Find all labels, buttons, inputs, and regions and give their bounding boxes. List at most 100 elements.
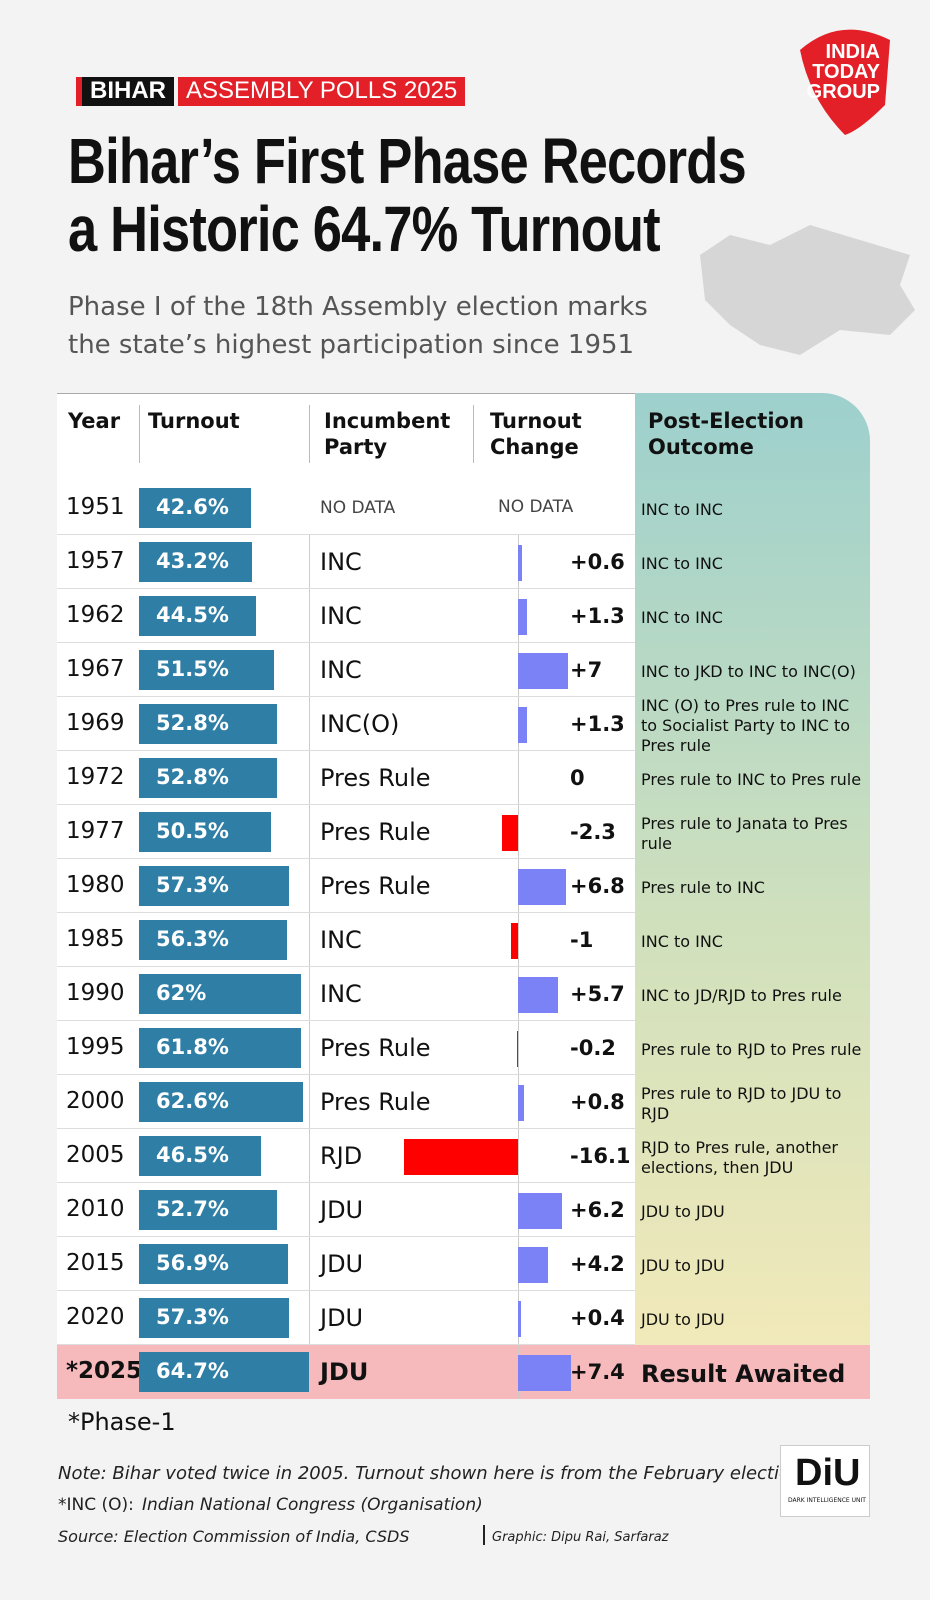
turnout-label: 46.5% xyxy=(156,1143,229,1167)
party: Pres Rule xyxy=(320,1034,431,1062)
outcome: INC to INC xyxy=(641,554,723,573)
turnout-label: 52.8% xyxy=(156,765,229,789)
rule xyxy=(309,535,310,1399)
row-rule xyxy=(57,1344,635,1345)
turnout-bar xyxy=(139,596,256,636)
outcome: INC to INC xyxy=(641,932,723,951)
change-bar xyxy=(518,707,528,743)
row-rule xyxy=(57,1290,635,1291)
bihar-map xyxy=(700,225,915,355)
row-rule xyxy=(57,1020,635,1021)
title: Bihar’s First Phase Records xyxy=(68,125,747,197)
turnout-bar xyxy=(139,488,251,528)
change-bar xyxy=(510,923,518,959)
change-label: 0 xyxy=(570,766,585,790)
change-bar xyxy=(518,869,567,905)
change-label: NO DATA xyxy=(498,497,574,517)
outcome: JDU to JDU xyxy=(641,1310,725,1329)
turnout-label: 62% xyxy=(156,981,207,1005)
change-label: -0.2 xyxy=(570,1036,616,1060)
abbr-text: Indian National Congress (Organisation) xyxy=(142,1495,483,1515)
subtitle: the state’s highest participation since … xyxy=(68,330,635,360)
year: 1957 xyxy=(66,548,125,574)
turnout-bar xyxy=(139,704,278,744)
change-label: +6.8 xyxy=(570,874,625,898)
change-bar xyxy=(518,599,528,635)
turnout-bar xyxy=(139,758,278,798)
row-rule xyxy=(57,804,635,805)
turnout-label: 61.8% xyxy=(156,1035,229,1059)
rule xyxy=(473,405,474,463)
tag: ASSEMBLY POLLS 2025 xyxy=(178,77,466,106)
year: 1995 xyxy=(66,1034,125,1060)
party: JDU xyxy=(320,1250,364,1278)
change-bar xyxy=(518,1193,563,1229)
outcome: JDU to JDU xyxy=(641,1202,725,1221)
year: *2025 xyxy=(66,1358,143,1384)
turnout-label: 42.6% xyxy=(156,495,229,519)
row-rule xyxy=(57,1128,635,1129)
change-bar xyxy=(501,815,518,851)
party: INC xyxy=(320,602,362,630)
row-rule xyxy=(57,696,635,697)
row-rule xyxy=(57,534,635,535)
party: NO DATA xyxy=(320,498,396,518)
turnout-bar xyxy=(139,974,302,1014)
party: RJD xyxy=(320,1142,363,1170)
row-rule xyxy=(57,1236,635,1237)
change-bar xyxy=(518,1355,571,1391)
party: Pres Rule xyxy=(320,1088,431,1116)
outcome: INC to JD/RJD to Pres rule xyxy=(641,986,842,1005)
year: 2020 xyxy=(66,1304,125,1330)
row-rule xyxy=(57,912,635,913)
turnout-bar xyxy=(139,1136,261,1176)
badge-box xyxy=(780,1445,870,1517)
row-rule xyxy=(57,750,635,751)
party: INC xyxy=(320,980,362,1008)
logo-text: GROUP xyxy=(806,81,880,103)
change-label: +1.3 xyxy=(570,712,625,736)
abbr-key: *INC (O): xyxy=(58,1495,134,1515)
year: 1962 xyxy=(66,602,125,628)
turnout-bar xyxy=(139,1352,309,1392)
outcome: Pres rule to RJD to JDU to RJD xyxy=(641,1084,842,1123)
outcome: INC to INC xyxy=(641,500,723,519)
party: INC(O) xyxy=(320,710,400,738)
rule xyxy=(139,405,140,463)
turnout-label: 56.9% xyxy=(156,1251,229,1275)
year: 1985 xyxy=(66,926,125,952)
change-bar xyxy=(403,1139,518,1175)
change-label: -16.1 xyxy=(570,1144,631,1168)
row-rule xyxy=(57,966,635,967)
row-rule xyxy=(57,1074,635,1075)
change-label: +0.4 xyxy=(570,1306,625,1330)
outcome: INC (O) to Pres rule to INC to Socialist… xyxy=(641,696,851,755)
turnout-label: 52.8% xyxy=(156,711,229,735)
year: 1969 xyxy=(66,710,125,736)
change-label: +7 xyxy=(570,658,603,682)
turnout-label: 57.3% xyxy=(156,873,229,897)
change-bar xyxy=(518,1085,524,1121)
party: JDU xyxy=(320,1304,364,1332)
year: 1977 xyxy=(66,818,125,844)
turnout-bar xyxy=(139,1298,290,1338)
party: INC xyxy=(320,548,362,576)
graphic-credit: Graphic: Dipu Rai, Sarfaraz xyxy=(492,1530,669,1545)
rule xyxy=(309,405,310,463)
turnout-bar xyxy=(139,866,290,906)
column-header: Year xyxy=(68,409,121,433)
column-header: Turnout Change xyxy=(490,409,582,459)
year: 1990 xyxy=(66,980,125,1006)
outcome: Result Awaited xyxy=(641,1360,846,1388)
outcome-column xyxy=(635,393,870,1345)
badge: DiU xyxy=(795,1452,861,1494)
turnout-label: 56.3% xyxy=(156,927,229,951)
outcome: INC to INC xyxy=(641,608,723,627)
party: INC xyxy=(320,656,362,684)
turnout-bar xyxy=(139,1244,289,1284)
column-header: Post-Election Outcome xyxy=(648,409,804,459)
change-bar xyxy=(516,1031,518,1067)
outcome: RJD to Pres rule, another elections, the… xyxy=(641,1138,838,1177)
